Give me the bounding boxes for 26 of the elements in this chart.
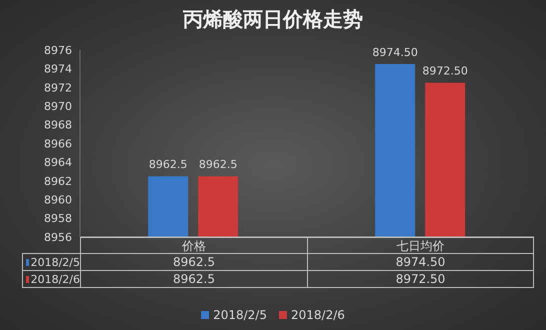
data-label: 8962.5: [80, 254, 307, 270]
y-tick-label: 8962: [44, 174, 72, 188]
y-tick-label: 8956: [44, 230, 72, 244]
legend-label: 2018/2/5: [30, 256, 80, 268]
y-tick-label: 8974: [44, 62, 72, 76]
y-tick-label: 8964: [44, 156, 72, 170]
y-tick-label: 8966: [44, 137, 72, 150]
x-tick-label: 价格: [80, 237, 307, 253]
text: 8974.50: [372, 46, 418, 60]
y-tick-label: 8968: [44, 118, 72, 132]
legend-label: 2018/2/6: [291, 308, 345, 322]
y-tick-label: 8972: [44, 81, 72, 94]
y-tick-label: 8960: [44, 194, 72, 207]
data-label: 8962.5: [80, 271, 307, 287]
y-tick-label: 8970: [44, 100, 72, 114]
text: 8972.50: [422, 64, 468, 78]
data-label: 8972.50: [307, 271, 534, 287]
text: 8962.5: [198, 158, 238, 172]
chart-title: 丙烯酸两日价格走势: [182, 6, 364, 33]
text: 8962.5: [148, 158, 188, 172]
text: 2018/2/6: [30, 272, 80, 286]
x-tick-label: 七日均价: [307, 237, 534, 253]
text: 2018/2/5: [213, 308, 267, 322]
data-label: 8974.50: [307, 254, 534, 270]
y-tick-label: 8958: [44, 212, 72, 226]
y-tick-label: 8976: [44, 44, 72, 57]
